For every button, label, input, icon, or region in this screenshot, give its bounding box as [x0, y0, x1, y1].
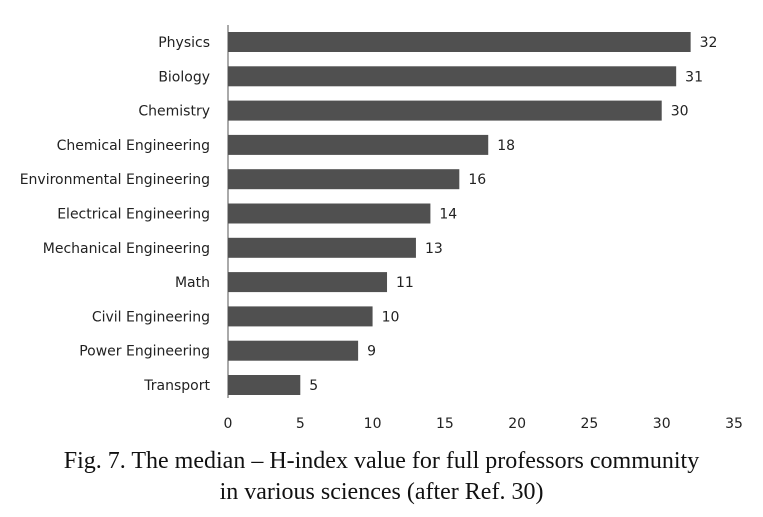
- category-label: Physics: [158, 35, 210, 51]
- category-label: Chemical Engineering: [57, 138, 210, 154]
- bar: [228, 100, 662, 121]
- data-label: 9: [367, 344, 376, 360]
- x-tick-label: 5: [296, 416, 305, 432]
- data-label: 32: [700, 35, 718, 51]
- bars: [228, 32, 691, 395]
- bar: [228, 203, 431, 224]
- x-tick-label: 25: [581, 416, 599, 432]
- bar: [228, 237, 416, 258]
- category-label: Biology: [158, 69, 210, 85]
- bar: [228, 272, 388, 293]
- category-labels: Physics Biology Chemistry Chemical Engineer…: [20, 35, 211, 394]
- bar: [228, 306, 373, 327]
- category-label: Power Engineering: [79, 344, 210, 360]
- bar: [228, 134, 489, 155]
- caption-line-2: in various sciences (after Ref. 30): [219, 479, 544, 505]
- x-tick-label: 35: [725, 416, 743, 432]
- bar: [228, 66, 677, 87]
- category-label: Math: [175, 275, 210, 291]
- data-label: 14: [439, 207, 457, 223]
- data-label: 16: [468, 172, 486, 188]
- x-axis-ticks: 0 5 10 15 20 25 30 35: [224, 416, 743, 432]
- x-tick-label: 30: [653, 416, 671, 432]
- x-tick-label: 0: [224, 416, 233, 432]
- category-label: Chemistry: [138, 104, 210, 120]
- data-labels: 32 31 30 18 16 14 13 11 10 9 5: [309, 35, 717, 394]
- data-label: 13: [425, 241, 443, 257]
- data-label: 10: [382, 309, 400, 325]
- bar: [228, 375, 301, 395]
- data-label: 30: [671, 104, 689, 120]
- bar: [228, 32, 691, 52]
- category-label: Transport: [143, 378, 210, 394]
- category-label: Environmental Engineering: [20, 172, 210, 188]
- x-tick-label: 20: [508, 416, 526, 432]
- bar: [228, 340, 359, 361]
- category-label: Electrical Engineering: [57, 207, 210, 223]
- x-tick-label: 15: [436, 416, 454, 432]
- data-label: 18: [497, 138, 515, 154]
- figure-caption: Fig. 7. The median – H-index value for f…: [0, 446, 763, 508]
- data-label: 31: [685, 69, 703, 85]
- x-tick-label: 10: [364, 416, 382, 432]
- bar-chart: Physics Biology Chemistry Chemical Engineer…: [20, 25, 743, 432]
- data-label: 5: [309, 378, 318, 394]
- data-label: 11: [396, 275, 414, 291]
- caption-line-1: Fig. 7. The median – H-index value for f…: [63, 448, 700, 474]
- category-label: Mechanical Engineering: [43, 241, 210, 257]
- category-label: Civil Engineering: [92, 309, 210, 325]
- bar: [228, 169, 460, 190]
